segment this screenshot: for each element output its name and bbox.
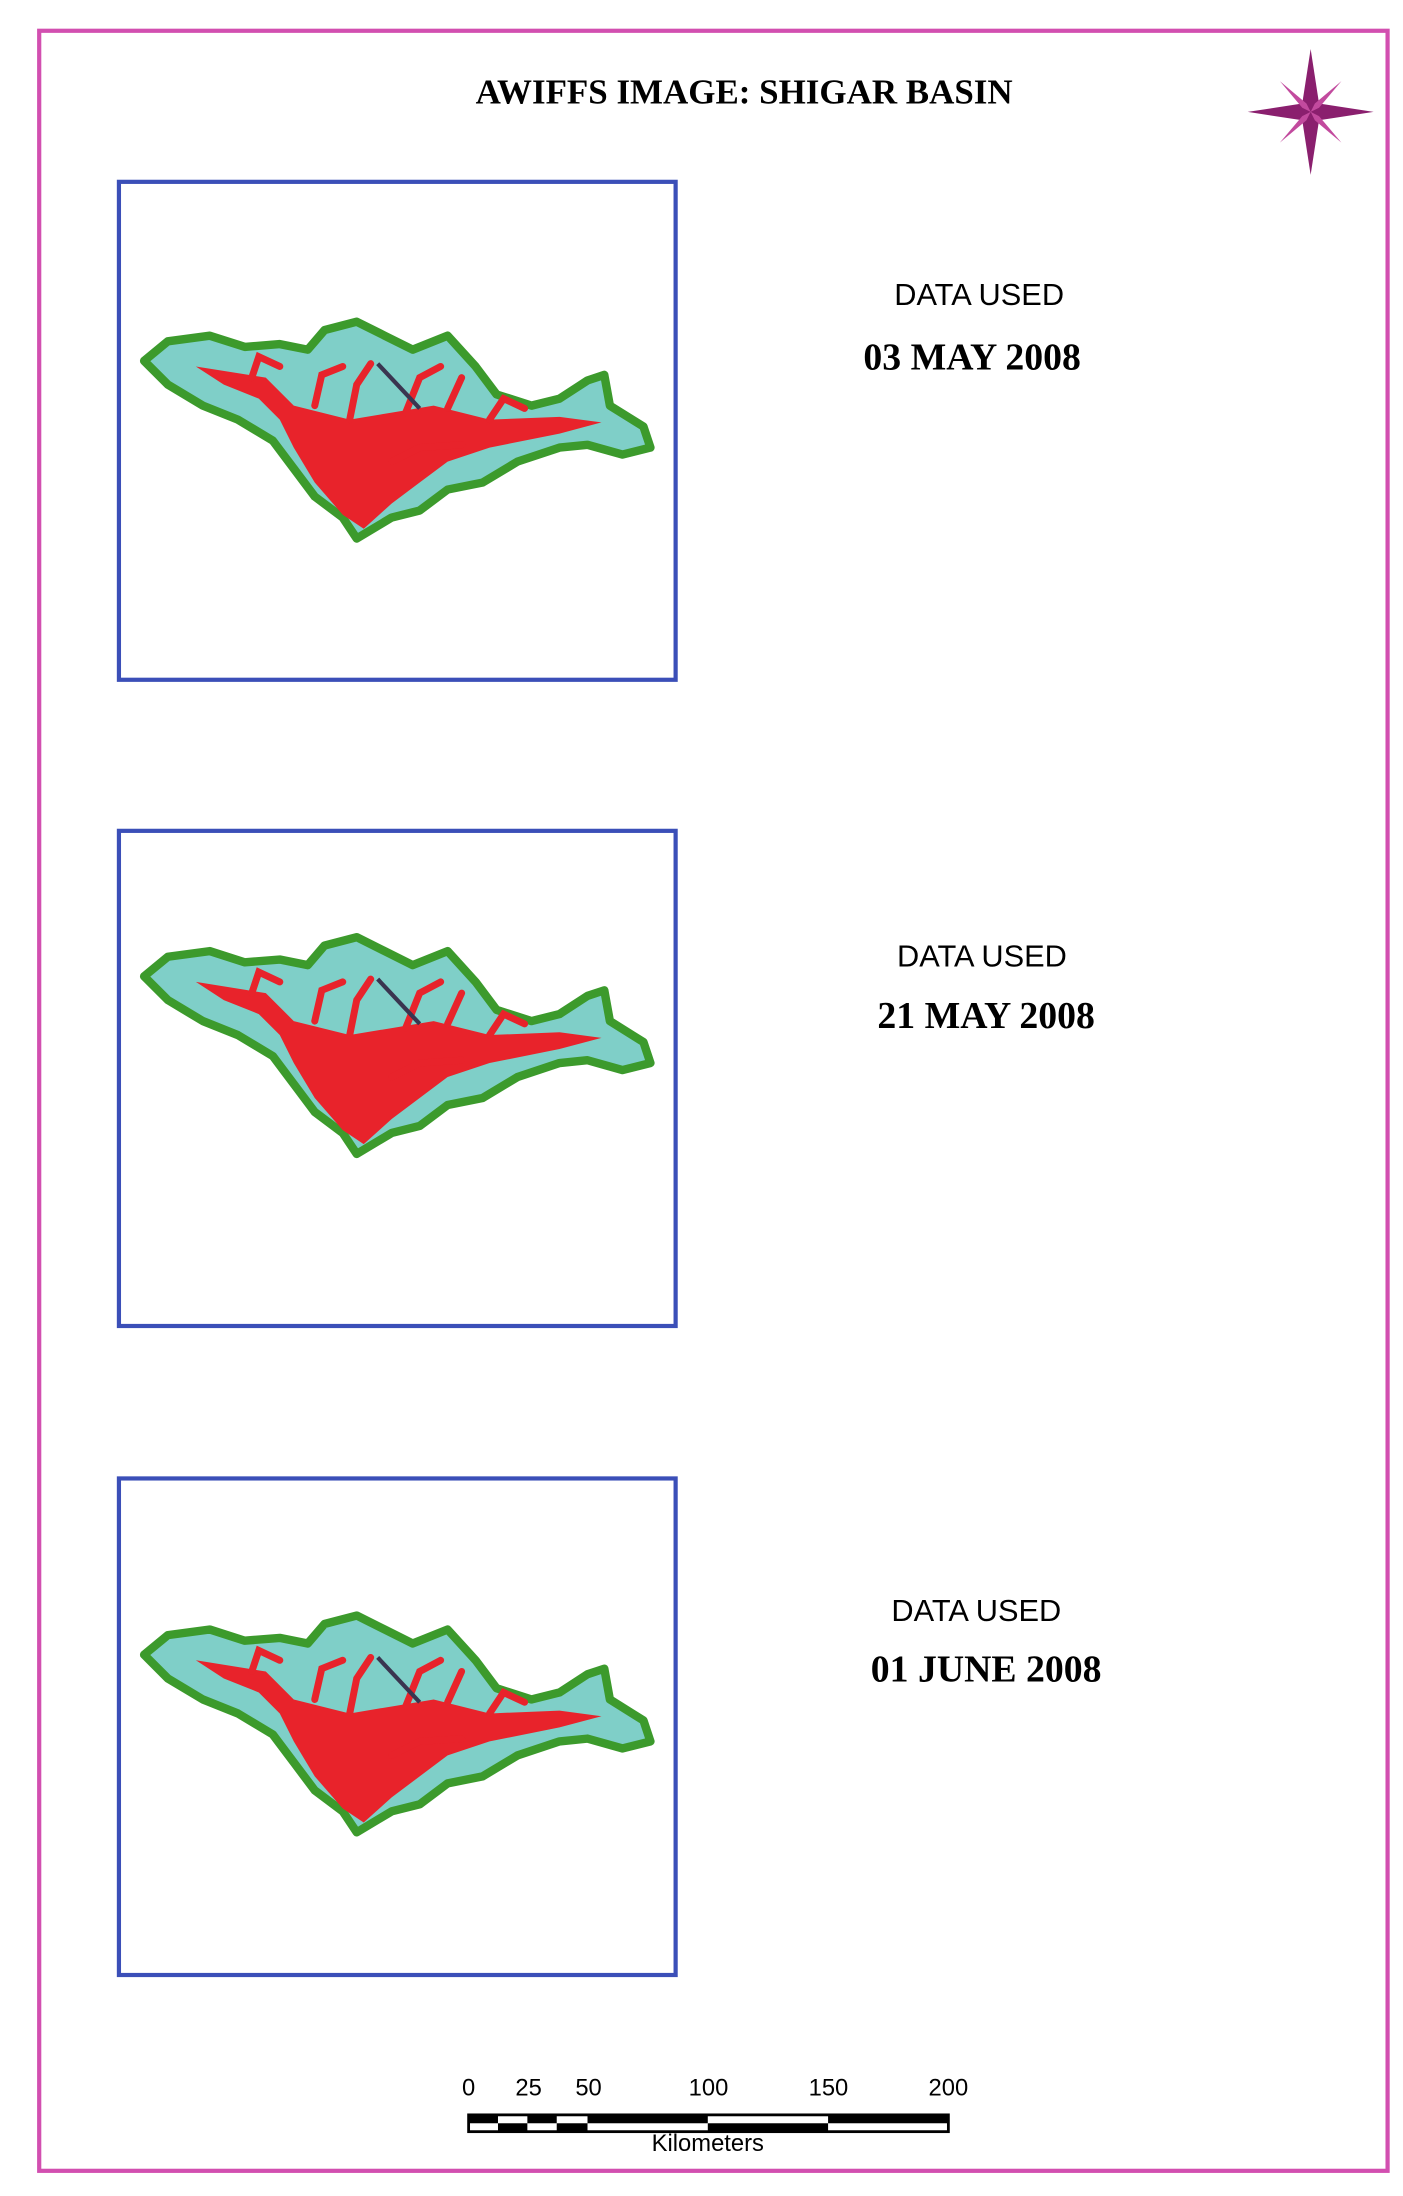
panel-date: 01 JUNE 2008: [871, 1648, 1102, 1690]
scale-bar: Kilometers 0 25 50 100 150 200: [462, 2074, 968, 2157]
scale-tick-label: 0: [462, 2074, 475, 2101]
panel-label: DATA USED: [891, 1593, 1061, 1628]
map-title: AWIFFS IMAGE: SHIGAR BASIN: [476, 73, 1013, 112]
page-border: [37, 28, 1390, 2173]
scale-tick-label: 100: [689, 2074, 729, 2101]
scale-tick-label: 25: [515, 2074, 541, 2101]
panel-label: DATA USED: [897, 939, 1067, 974]
panel-label: DATA USED: [894, 277, 1064, 312]
panel: DATA USED 01 JUNE 2008: [116, 1476, 1102, 1978]
panel-date: 03 MAY 2008: [863, 336, 1080, 378]
scale-tick-label: 50: [575, 2074, 601, 2101]
panel-date: 21 MAY 2008: [877, 995, 1094, 1037]
panel: DATA USED 03 MAY 2008: [116, 179, 1081, 682]
scale-tick-label: 200: [929, 2074, 969, 2101]
scale-tick-label: 150: [809, 2074, 849, 2101]
scale-unit: Kilometers: [652, 2130, 764, 2157]
panel: DATA USED 21 MAY 2008: [116, 828, 1095, 1329]
north-arrow: [1247, 48, 1374, 175]
